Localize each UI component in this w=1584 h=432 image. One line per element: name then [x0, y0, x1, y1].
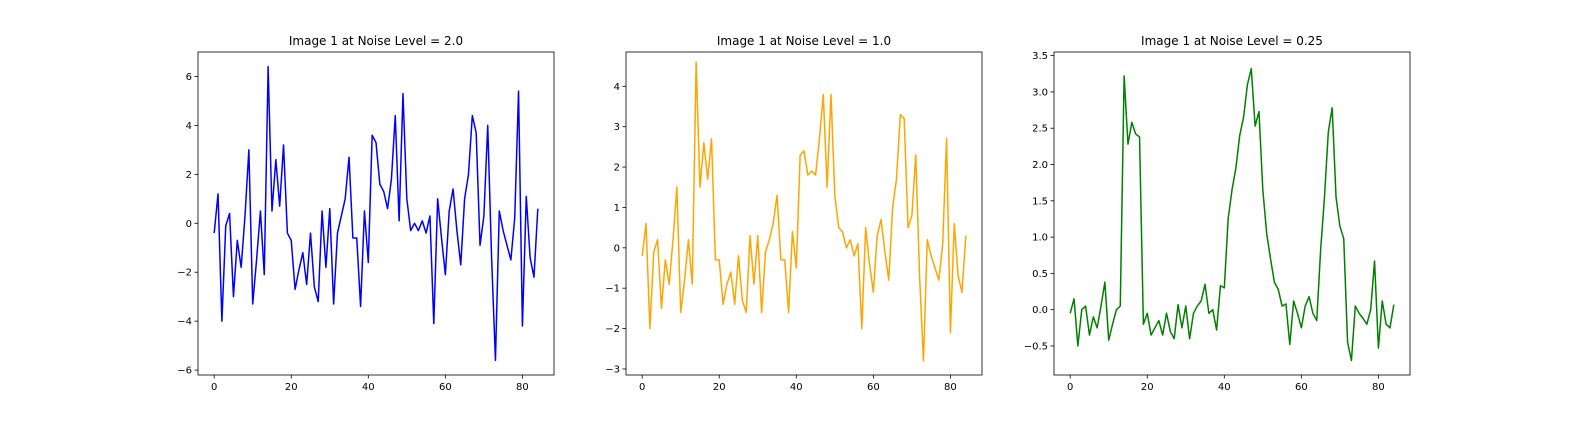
x-tick-label: 80: [1372, 382, 1385, 393]
y-tick-label: 0.0: [1032, 305, 1048, 316]
x-tick-label: 0: [211, 382, 217, 393]
y-tick-label: 6: [186, 72, 192, 83]
y-tick-label: 0: [186, 219, 192, 230]
y-tick-label: 1.5: [1032, 196, 1048, 207]
x-tick-label: 0: [639, 382, 645, 393]
x-tick-label: 20: [285, 382, 298, 393]
noise-0-25-chart: Image 1 at Noise Level = 0.25 0 20 40 60 80 −…: [1024, 34, 1411, 393]
y-tick-label: −3: [605, 364, 620, 375]
x-tick-label: 0: [1067, 382, 1073, 393]
series-line: [641, 61, 967, 362]
y-tick-label: 2: [614, 163, 620, 174]
plot-frame: [625, 51, 983, 376]
y-tick-label: 1: [614, 203, 620, 214]
x-tick-label: 20: [1141, 382, 1154, 393]
y-tick-label: −2: [177, 268, 192, 279]
y-tick-label: −2: [605, 324, 620, 335]
x-tick-label: 60: [1295, 382, 1308, 393]
y-tick-label: −4: [177, 317, 192, 328]
x-tick-label: 40: [362, 382, 375, 393]
x-tick-label: 80: [944, 382, 957, 393]
noise-2-0-chart: Image 1 at Noise Level = 2.0 0 20 40 60 80−6…: [177, 34, 555, 393]
x-tick-label: 20: [713, 382, 726, 393]
y-tick-label: 4: [614, 82, 620, 93]
x-tick-label: 40: [790, 382, 803, 393]
y-tick-label: 2: [186, 170, 192, 181]
chart-title: Image 1 at Noise Level = 0.25: [1141, 34, 1323, 48]
y-tick-label: 3.0: [1032, 87, 1048, 98]
y-tick-label: 4: [186, 121, 192, 132]
x-tick-label: 60: [439, 382, 452, 393]
y-tick-label: 2.0: [1032, 160, 1048, 171]
y-tick-label: 1.0: [1032, 233, 1048, 244]
noise-1-0-chart: Image 1 at Noise Level = 1.0 0 20 40 60 80−3…: [605, 34, 983, 393]
chart-title: Image 1 at Noise Level = 2.0: [289, 34, 463, 48]
y-tick-label: −6: [177, 366, 192, 377]
y-tick-label: 2.5: [1032, 124, 1048, 135]
plot-frame: [1053, 51, 1411, 376]
chart-title: Image 1 at Noise Level = 1.0: [717, 34, 891, 48]
y-tick-label: −1: [605, 284, 620, 295]
series-line: [213, 65, 539, 362]
plot-frame: [197, 51, 555, 376]
x-tick-label: 60: [867, 382, 880, 393]
series-line: [1069, 67, 1395, 362]
y-tick-label: 3.5: [1032, 51, 1048, 62]
x-tick-label: 40: [1218, 382, 1231, 393]
y-tick-label: 0.5: [1032, 269, 1048, 280]
y-tick-label: 0: [614, 243, 620, 254]
y-tick-label: 3: [614, 122, 620, 133]
y-tick-label: −0.5: [1024, 341, 1048, 352]
x-tick-label: 80: [516, 382, 529, 393]
